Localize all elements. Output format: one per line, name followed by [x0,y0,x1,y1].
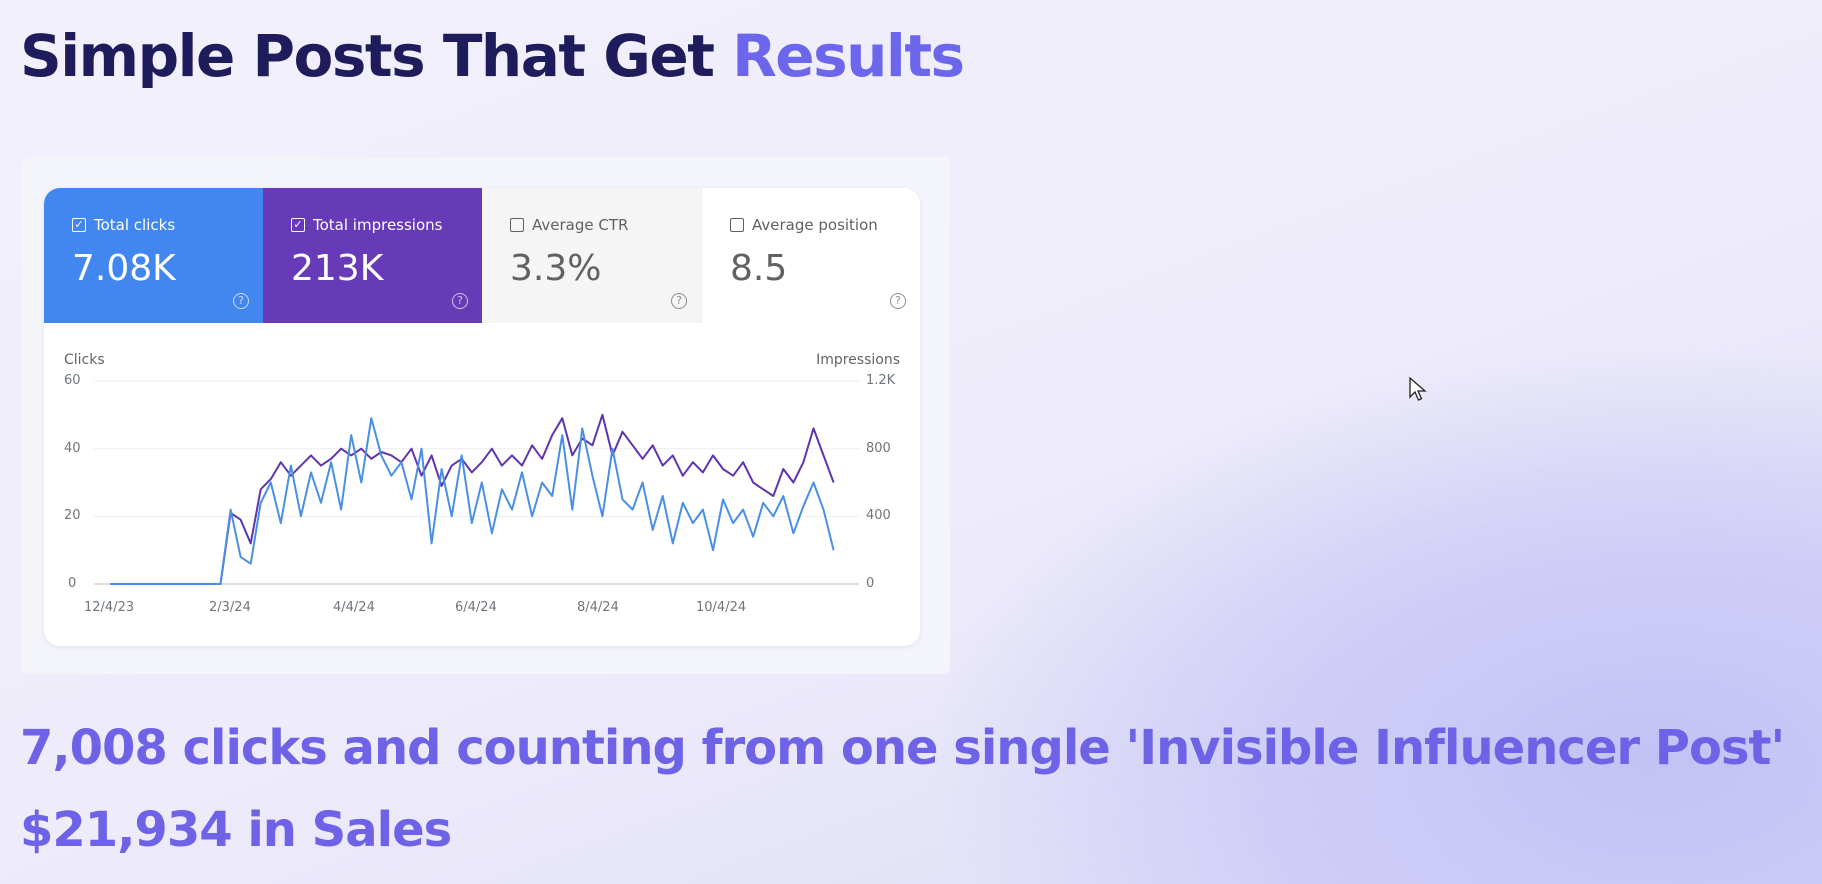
performance-chart [94,380,859,585]
y-right-tick: 0 [866,576,875,591]
metric-average-position[interactable]: Average position 8.5 ? [701,188,920,323]
metric-label: Average position [752,216,878,234]
mouse-cursor-icon [1409,377,1427,401]
y-right-tick: 800 [866,441,891,456]
checkbox-checked-icon[interactable]: ✓ [291,218,305,232]
y-left-tick: 0 [68,576,77,591]
metric-label: Total clicks [94,216,176,234]
y-left-tick: 20 [64,508,81,523]
clicks-statement: 7,008 clicks and counting from one singl… [20,720,1785,776]
metric-value: 3.3% [510,248,602,289]
help-icon[interactable]: ? [671,293,687,309]
x-tick: 10/4/24 [696,600,747,615]
metric-value: 8.5 [730,248,788,289]
y-axis-right-title: Impressions [816,352,900,368]
metric-label: Total impressions [313,216,443,234]
title-main: Simple Posts That Get [20,22,715,90]
x-tick: 8/4/24 [577,600,619,615]
metric-total-impressions[interactable]: ✓ Total impressions 213K ? [263,188,482,323]
checkbox-checked-icon[interactable]: ✓ [72,218,86,232]
help-icon[interactable]: ? [890,293,906,309]
help-icon[interactable]: ? [233,293,249,309]
metric-average-ctr[interactable]: Average CTR 3.3% ? [482,188,701,323]
x-tick: 4/4/24 [333,600,375,615]
x-tick: 2/3/24 [209,600,251,615]
metric-total-clicks[interactable]: ✓ Total clicks 7.08K ? [44,188,263,323]
help-icon[interactable]: ? [452,293,468,309]
checkbox-unchecked-icon[interactable] [730,218,744,232]
y-right-tick: 1.2K [866,373,896,388]
metric-value: 213K [291,248,384,289]
checkbox-unchecked-icon[interactable] [510,218,524,232]
page-title: Simple Posts That Get Results [20,22,965,90]
y-right-tick: 400 [866,508,891,523]
y-axis-left-title: Clicks [64,352,105,368]
title-accent: Results [732,22,965,90]
series-line-clicks [110,417,835,585]
x-tick: 6/4/24 [455,600,497,615]
sales-statement: $21,934 in Sales [20,802,452,858]
series-line-impressions [110,413,835,585]
y-left-tick: 60 [64,373,81,388]
performance-card: ✓ Total clicks 7.08K ? ✓ Total impressions… [44,188,920,646]
metric-label: Average CTR [532,216,629,234]
y-left-tick: 40 [64,441,81,456]
metric-value: 7.08K [72,248,176,289]
x-tick: 12/4/23 [84,600,135,615]
